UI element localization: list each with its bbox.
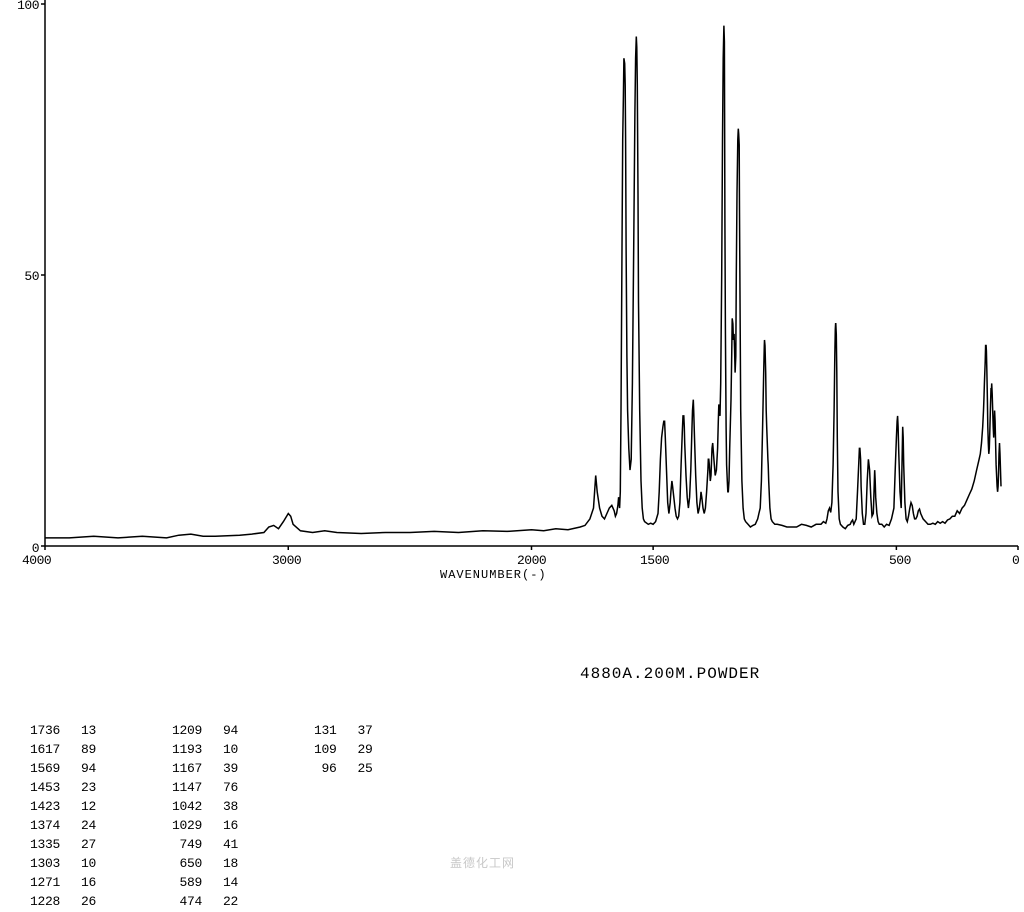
x-tick-label: 1500 bbox=[640, 553, 669, 568]
peak-intensity: 41 bbox=[210, 836, 244, 853]
peak-intensity: 24 bbox=[68, 817, 102, 834]
peak-wavenumber: 1271 bbox=[24, 874, 66, 891]
peak-intensity: 39 bbox=[210, 760, 244, 777]
peak-intensity: 18 bbox=[210, 855, 244, 872]
peak-intensity: 94 bbox=[210, 722, 244, 739]
peak-wavenumber: 589 bbox=[166, 874, 208, 891]
x-tick-label: 500 bbox=[889, 553, 911, 568]
peak-wavenumber: 474 bbox=[166, 893, 208, 910]
sample-label: 4880A.200M.POWDER bbox=[580, 665, 760, 683]
peak-wavenumber: 1042 bbox=[166, 798, 208, 815]
peak-wavenumber: 1209 bbox=[166, 722, 208, 739]
peak-intensity: 27 bbox=[68, 836, 102, 853]
peak-wavenumber: 1167 bbox=[166, 760, 208, 777]
peak-wavenumber: 1303 bbox=[24, 855, 66, 872]
peak-wavenumber: 1617 bbox=[24, 741, 66, 758]
peak-wavenumber: 1374 bbox=[24, 817, 66, 834]
peak-wavenumber: 1029 bbox=[166, 817, 208, 834]
x-tick-label: 3000 bbox=[272, 553, 301, 568]
peak-intensity: 37 bbox=[345, 722, 379, 739]
peak-intensity: 94 bbox=[68, 760, 102, 777]
peak-wavenumber: 1423 bbox=[24, 798, 66, 815]
peak-intensity: 22 bbox=[210, 893, 244, 910]
watermark: 盖德化工网 bbox=[450, 854, 515, 871]
peak-intensity: 16 bbox=[68, 874, 102, 891]
peak-intensity: 13 bbox=[68, 722, 102, 739]
peak-intensity: 76 bbox=[210, 779, 244, 796]
x-tick-label: 0 bbox=[1012, 553, 1019, 568]
peak-intensity: 38 bbox=[210, 798, 244, 815]
peak-intensity: 12 bbox=[68, 798, 102, 815]
x-tick-label: 2000 bbox=[517, 553, 546, 568]
peak-intensity: 10 bbox=[210, 741, 244, 758]
x-axis-label: WAVENUMBER(-) bbox=[440, 568, 547, 582]
peak-wavenumber: 1228 bbox=[24, 893, 66, 910]
peak-intensity: 25 bbox=[345, 760, 379, 777]
peak-wavenumber: 749 bbox=[166, 836, 208, 853]
peak-wavenumber: 96 bbox=[308, 760, 343, 777]
peak-wavenumber: 1193 bbox=[166, 741, 208, 758]
x-tick-label: 4000 bbox=[22, 553, 51, 568]
peak-intensity: 10 bbox=[68, 855, 102, 872]
peak-intensity: 14 bbox=[210, 874, 244, 891]
peak-wavenumber: 1147 bbox=[166, 779, 208, 796]
spectrum-plot bbox=[40, 0, 1020, 550]
peak-intensity: 16 bbox=[210, 817, 244, 834]
spectrum-chart bbox=[40, 0, 1020, 550]
y-tick-label: 50 bbox=[24, 269, 39, 284]
peak-intensity: 23 bbox=[68, 779, 102, 796]
peak-intensity: 89 bbox=[68, 741, 102, 758]
peak-wavenumber: 109 bbox=[308, 741, 343, 758]
peak-wavenumber: 1453 bbox=[24, 779, 66, 796]
peak-wavenumber: 131 bbox=[308, 722, 343, 739]
peak-intensity: 29 bbox=[345, 741, 379, 758]
peak-wavenumber: 650 bbox=[166, 855, 208, 872]
peak-wavenumber: 1335 bbox=[24, 836, 66, 853]
peak-wavenumber: 1736 bbox=[24, 722, 66, 739]
peak-intensity: 26 bbox=[68, 893, 102, 910]
y-tick-label: 100 bbox=[17, 0, 39, 13]
peak-wavenumber: 1569 bbox=[24, 760, 66, 777]
peak-data-table: 1736131209941313716178911931010929156994… bbox=[22, 720, 381, 912]
